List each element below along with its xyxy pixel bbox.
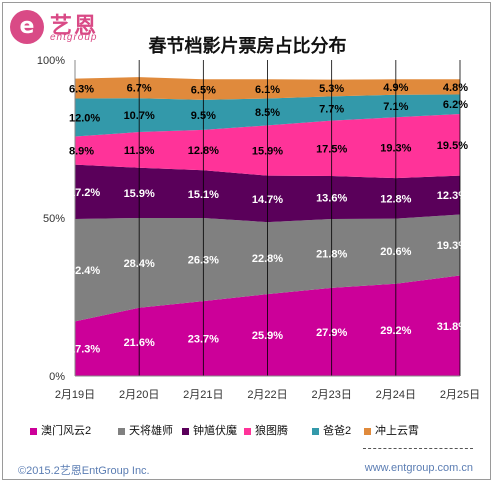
data-label: 8.5% xyxy=(255,107,280,119)
data-label: 6.1% xyxy=(255,84,280,96)
legend-label: 钟馗伏魔 xyxy=(193,425,237,437)
data-label: 5.3% xyxy=(319,83,344,95)
data-label: 20.6% xyxy=(380,246,411,258)
legend-label: 爸爸2 xyxy=(323,425,352,437)
data-label: 11.3% xyxy=(124,145,155,157)
data-label: 12.3% xyxy=(437,190,468,202)
legend-label: 澳门风云2 xyxy=(41,425,92,437)
x-tick-label: 2月25日 xyxy=(440,389,480,401)
data-label: 26.3% xyxy=(188,255,219,267)
data-label: 10.7% xyxy=(124,110,155,122)
data-label: 6.7% xyxy=(127,83,152,95)
data-label: 12.0% xyxy=(69,113,100,125)
data-label: 28.4% xyxy=(124,258,155,270)
data-label: 15.1% xyxy=(188,189,219,201)
data-label: 21.6% xyxy=(124,337,155,349)
legend-swatch xyxy=(364,427,371,435)
data-label: 32.4% xyxy=(69,265,100,277)
x-tick-label: 2月21日 xyxy=(183,389,223,401)
logo-chinese-text: 艺恩 xyxy=(50,13,99,38)
website-text: www.entgroup.com.cn xyxy=(364,462,473,474)
data-label: 27.9% xyxy=(316,327,347,339)
data-label: 9.5% xyxy=(191,110,216,122)
brand-logo: e 艺恩 entgroup xyxy=(10,10,130,46)
legend-item: 狼图腾 xyxy=(244,422,288,438)
data-label: 6.5% xyxy=(191,85,216,97)
x-tick-label: 2月20日 xyxy=(119,389,159,401)
legend-item: 冲上云霄 xyxy=(364,422,419,438)
data-label: 19.3% xyxy=(437,240,468,252)
data-label: 4.8% xyxy=(443,82,468,94)
data-label: 6.2% xyxy=(443,99,468,111)
legend-item: 澳门风云2 xyxy=(30,422,91,438)
legend-swatch xyxy=(244,427,251,435)
data-label: 15.9% xyxy=(252,146,283,158)
data-label: 8.9% xyxy=(69,146,94,158)
data-label: 21.8% xyxy=(316,248,347,260)
data-label: 4.9% xyxy=(383,82,408,94)
legend-label: 冲上云霄 xyxy=(375,425,419,437)
legend-swatch xyxy=(182,427,189,435)
data-label: 15.9% xyxy=(124,188,155,200)
data-label: 7.7% xyxy=(319,104,344,116)
data-label: 23.7% xyxy=(188,334,219,346)
data-label: 7.1% xyxy=(383,101,408,113)
logo-mark: e xyxy=(10,10,44,44)
x-tick-label: 2月24日 xyxy=(376,389,416,401)
data-label: 17.5% xyxy=(316,143,347,155)
copyright-text: ©2015.2艺恩EntGroup Inc. xyxy=(18,465,150,477)
data-label: 19.5% xyxy=(437,140,468,152)
legend-item: 爸爸2 xyxy=(312,422,351,438)
data-label: 31.8% xyxy=(437,321,468,333)
legend-swatch xyxy=(312,427,319,435)
data-label: 12.8% xyxy=(380,193,411,205)
footer-divider xyxy=(363,448,473,450)
data-label: 12.8% xyxy=(188,145,219,157)
data-label: 14.7% xyxy=(252,194,283,206)
data-label: 17.2% xyxy=(69,187,100,199)
stacked-area-chart: 0% 50% 100% 2月19日 2月20日 2月21日 2月22日 2月23日 2月24日 2… xyxy=(37,55,480,401)
data-label: 13.6% xyxy=(316,192,347,204)
legend-swatch xyxy=(118,427,125,435)
legend-label: 天将雄师 xyxy=(129,425,173,437)
data-label: 17.3% xyxy=(69,344,100,356)
data-label: 25.9% xyxy=(252,330,283,342)
legend-swatch xyxy=(30,427,37,435)
legend-label: 狼图腾 xyxy=(255,425,288,437)
y-tick-label: 0% xyxy=(49,371,65,383)
data-label: 19.3% xyxy=(380,143,411,155)
y-tick-label: 100% xyxy=(37,55,65,67)
x-tick-label: 2月23日 xyxy=(311,389,351,401)
x-tick-label: 2月19日 xyxy=(55,389,95,401)
data-label: 6.3% xyxy=(69,84,94,96)
chart-title: 春节档影片票房占比分布 xyxy=(148,36,347,56)
legend-item: 天将雄师 xyxy=(118,422,173,438)
data-label: 29.2% xyxy=(380,325,411,337)
logo-english-text: entgroup xyxy=(50,32,98,43)
x-tick-label: 2月22日 xyxy=(247,389,287,401)
data-label: 22.8% xyxy=(252,253,283,265)
y-tick-label: 50% xyxy=(43,213,65,225)
legend-item: 钟馗伏魔 xyxy=(182,422,237,438)
